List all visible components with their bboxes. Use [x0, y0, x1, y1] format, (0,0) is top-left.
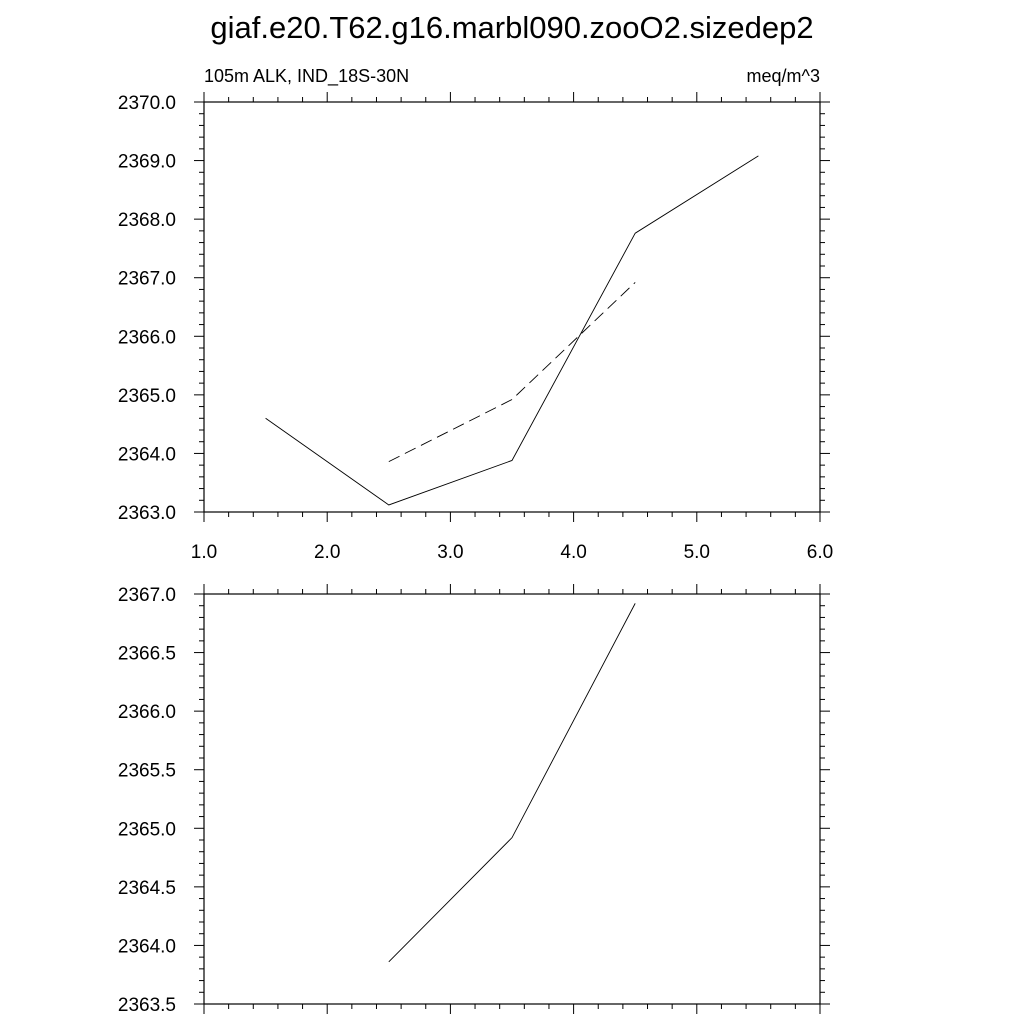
top-panel: 105m ALK, IND_18S-30N meq/m^3 2363.0 2364… — [118, 66, 833, 563]
top-panel-ticks — [194, 92, 830, 522]
bottom-panel-y-tick-label: 2365.5 — [118, 761, 176, 782]
top-panel-series-line-1 — [265, 155, 759, 506]
top-panel-y-tick-label: 2367.0 — [118, 269, 176, 290]
figure-title: giaf.e20.T62.g16.marbl090.zooO2.sizedep2 — [210, 10, 813, 45]
bottom-panel-y-tick-label: 2363.5 — [118, 995, 176, 1016]
top-panel-y-tick-label: 2370.0 — [118, 93, 176, 114]
bottom-panel-frame — [203, 593, 821, 1005]
bottom-panel-tick-labels: 2363.5 2364.0 2364.5 2365.0 2365.5 2366.0 2366… — [118, 585, 176, 1016]
top-panel-series-line-2 — [388, 282, 636, 463]
top-panel-x-tick-label: 4.0 — [560, 542, 586, 563]
bottom-panel-y-tick-label: 2364.0 — [118, 936, 176, 957]
top-panel-series — [265, 155, 759, 506]
top-panel-x-tick-label: 1.0 — [191, 542, 217, 563]
top-panel-y-tick-label: 2363.0 — [118, 503, 176, 524]
top-panel-x-tick-label: 2.0 — [314, 542, 340, 563]
top-panel-y-tick-label: 2364.0 — [118, 444, 176, 465]
top-panel-y-tick-label: 2369.0 — [118, 152, 176, 173]
top-panel-x-tick-label: 3.0 — [437, 542, 463, 563]
bottom-panel-series — [388, 603, 636, 963]
bottom-panel-series-line-1 — [388, 603, 636, 963]
bottom-panel-y-tick-label: 2364.5 — [118, 878, 176, 899]
bottom-panel-ticks — [194, 584, 830, 1014]
top-panel-x-tick-label: 6.0 — [807, 542, 833, 563]
bottom-panel-y-tick-label: 2367.0 — [118, 585, 176, 606]
top-panel-y-tick-label: 2368.0 — [118, 210, 176, 231]
top-panel-x-tick-label: 5.0 — [684, 542, 710, 563]
top-panel-subtitle-left: 105m ALK, IND_18S-30N — [204, 66, 409, 87]
bottom-panel-y-tick-label: 2366.0 — [118, 702, 176, 723]
bottom-panel: 2363.5 2364.0 2364.5 2365.0 2365.5 2366.0 2366… — [118, 584, 830, 1016]
bottom-panel-y-tick-label: 2366.5 — [118, 644, 176, 665]
top-panel-subtitle-right: meq/m^3 — [747, 66, 820, 86]
top-panel-y-tick-label: 2365.0 — [118, 386, 176, 407]
top-panel-frame — [203, 101, 821, 513]
bottom-panel-y-tick-label: 2365.0 — [118, 819, 176, 840]
top-panel-tick-labels: 2363.0 2364.0 2365.0 2366.0 2367.0 2368.0 2369… — [118, 93, 833, 563]
top-panel-y-tick-label: 2366.0 — [118, 327, 176, 348]
